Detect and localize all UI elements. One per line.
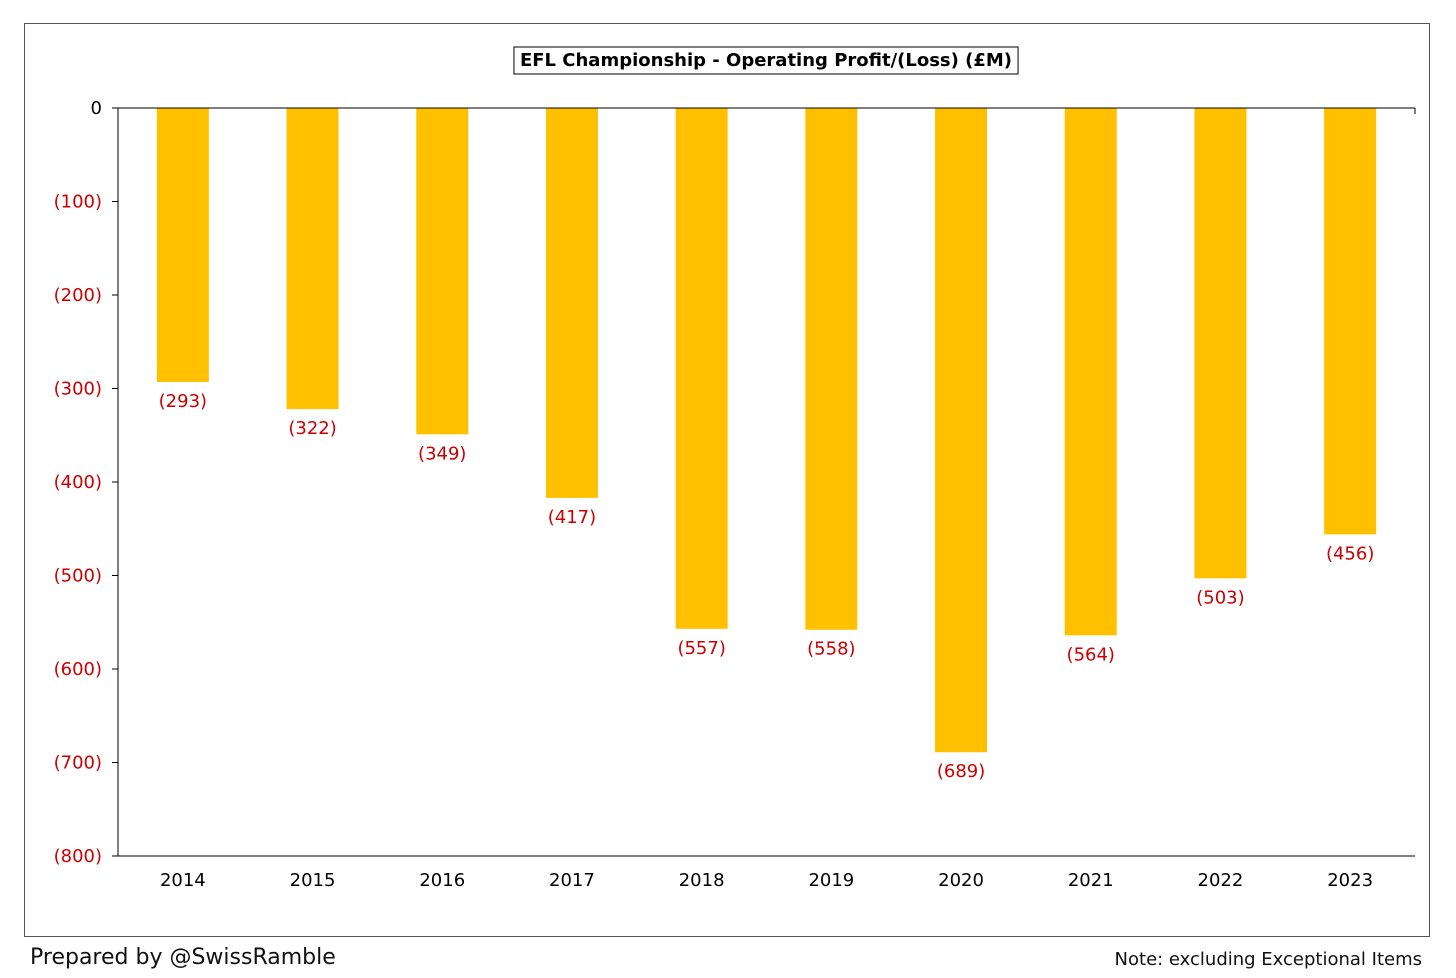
bar-2014 xyxy=(156,108,209,382)
x-tick-label-2020: 2020 xyxy=(938,870,984,891)
bar-2019 xyxy=(805,108,858,630)
data-label-2022: (503) xyxy=(1196,587,1244,608)
y-tick-label-5: (500) xyxy=(54,566,102,587)
y-tick-label-7: (700) xyxy=(54,753,102,774)
bar-2021 xyxy=(1064,108,1117,636)
bar-2020 xyxy=(935,108,988,753)
x-tick-label-2018: 2018 xyxy=(679,870,725,891)
data-label-2017: (417) xyxy=(548,507,596,528)
y-tick-label-3: (300) xyxy=(54,379,102,400)
x-tick-label-2016: 2016 xyxy=(419,870,465,891)
x-tick-label-2017: 2017 xyxy=(549,870,595,891)
x-tick-label-2019: 2019 xyxy=(808,870,854,891)
y-tick-label-6: (600) xyxy=(54,659,102,680)
bar-2016 xyxy=(416,108,469,435)
bar-2018 xyxy=(675,108,728,629)
data-label-2016: (349) xyxy=(418,443,466,464)
x-tick-label-2022: 2022 xyxy=(1198,870,1244,891)
y-tick-label-1: (100) xyxy=(54,192,102,213)
x-tick-label-2023: 2023 xyxy=(1327,870,1373,891)
data-label-2021: (564) xyxy=(1067,644,1115,665)
bar-2015 xyxy=(286,108,339,410)
data-label-2018: (557) xyxy=(677,638,725,659)
data-label-2023: (456) xyxy=(1326,543,1374,564)
data-label-2019: (558) xyxy=(807,639,855,660)
y-tick-label-8: (800) xyxy=(54,846,102,867)
data-label-2015: (322) xyxy=(288,418,336,439)
bar-2022 xyxy=(1194,108,1247,579)
x-tick-label-2021: 2021 xyxy=(1068,870,1114,891)
x-tick-label-2015: 2015 xyxy=(290,870,336,891)
bar-2023 xyxy=(1324,108,1377,535)
data-label-2014: (293) xyxy=(159,391,207,412)
chart-title-box xyxy=(513,46,1019,75)
bar-2017 xyxy=(545,108,598,498)
data-label-2020: (689) xyxy=(937,761,985,782)
footer-note: Note: excluding Exceptional Items xyxy=(1114,949,1422,970)
chart-title: EFL Championship - Operating Profit/(Los… xyxy=(520,50,1012,71)
y-tick-label-4: (400) xyxy=(54,472,102,493)
x-tick-label-2014: 2014 xyxy=(160,870,206,891)
footer-credit: Prepared by @SwissRamble xyxy=(30,945,336,970)
y-tick-label-0: 0 xyxy=(91,98,102,119)
y-tick-label-2: (200) xyxy=(54,285,102,306)
